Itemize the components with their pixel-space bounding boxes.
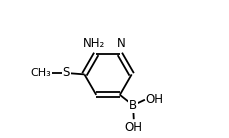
Text: NH₂: NH₂ [83, 37, 105, 51]
Text: OH: OH [123, 121, 142, 134]
Text: B: B [128, 99, 136, 112]
Text: CH₃: CH₃ [30, 68, 51, 78]
Text: N: N [116, 37, 125, 51]
Text: S: S [62, 67, 70, 79]
Text: OH: OH [145, 92, 163, 106]
